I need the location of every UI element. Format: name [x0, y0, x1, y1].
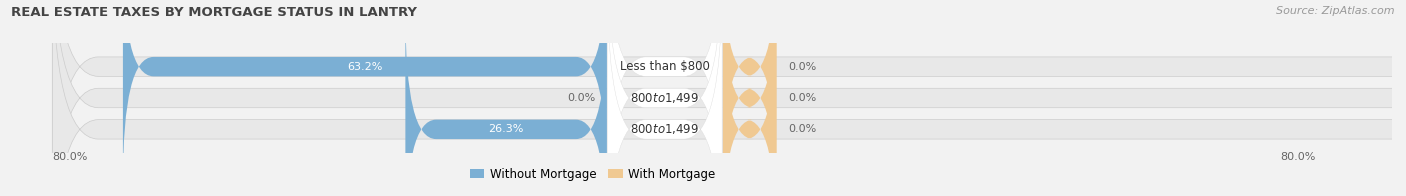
FancyBboxPatch shape — [122, 0, 607, 182]
FancyBboxPatch shape — [607, 0, 723, 196]
FancyBboxPatch shape — [607, 0, 723, 196]
Text: REAL ESTATE TAXES BY MORTGAGE STATUS IN LANTRY: REAL ESTATE TAXES BY MORTGAGE STATUS IN … — [11, 6, 418, 19]
FancyBboxPatch shape — [723, 0, 776, 196]
Legend: Without Mortgage, With Mortgage: Without Mortgage, With Mortgage — [465, 163, 720, 185]
Text: 0.0%: 0.0% — [568, 93, 596, 103]
Text: 0.0%: 0.0% — [787, 93, 815, 103]
Text: 80.0%: 80.0% — [1279, 152, 1316, 162]
Text: Source: ZipAtlas.com: Source: ZipAtlas.com — [1277, 6, 1395, 16]
Text: $800 to $1,499: $800 to $1,499 — [630, 91, 699, 105]
Text: 26.3%: 26.3% — [488, 124, 523, 134]
FancyBboxPatch shape — [52, 0, 1406, 196]
Text: 0.0%: 0.0% — [787, 62, 815, 72]
FancyBboxPatch shape — [723, 14, 776, 196]
FancyBboxPatch shape — [52, 0, 1406, 196]
Text: 0.0%: 0.0% — [787, 124, 815, 134]
FancyBboxPatch shape — [607, 0, 723, 196]
FancyBboxPatch shape — [52, 0, 1406, 196]
FancyBboxPatch shape — [405, 14, 607, 196]
Text: Less than $800: Less than $800 — [620, 60, 710, 73]
Text: $800 to $1,499: $800 to $1,499 — [630, 122, 699, 136]
FancyBboxPatch shape — [723, 0, 776, 182]
Text: 63.2%: 63.2% — [347, 62, 382, 72]
Text: 80.0%: 80.0% — [52, 152, 87, 162]
